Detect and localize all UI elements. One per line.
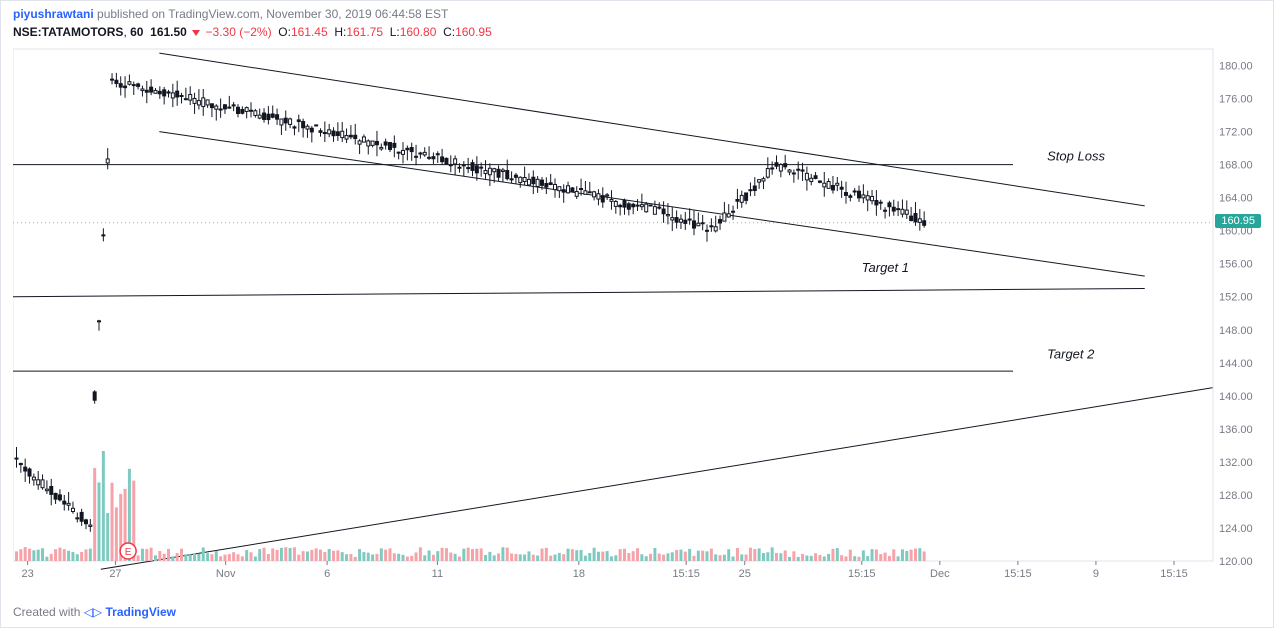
chart-area[interactable]: 120.00 124.00 128.00 132.00 136.00 140.00 144.… [13, 45, 1261, 583]
change: −3.30 [206, 25, 236, 39]
svg-text:23: 23 [22, 568, 34, 580]
tradingview-icon: ◁▷ [84, 605, 106, 619]
svg-text:15:15: 15:15 [848, 568, 876, 580]
chart-svg: 120.00 124.00 128.00 132.00 136.00 140.00 144.… [13, 45, 1261, 583]
change-pct: (−2%) [239, 25, 271, 39]
svg-text:176.00: 176.00 [1219, 94, 1253, 106]
svg-text:120.00: 120.00 [1219, 556, 1253, 568]
l-label: L: [390, 25, 400, 39]
svg-text:164.00: 164.00 [1219, 193, 1253, 205]
svg-text:E: E [125, 547, 132, 558]
svg-text:15:15: 15:15 [672, 568, 700, 580]
svg-text:27: 27 [109, 568, 121, 580]
svg-text:148.00: 148.00 [1219, 325, 1253, 337]
svg-text:25: 25 [739, 568, 751, 580]
svg-text:152.00: 152.00 [1219, 292, 1253, 304]
h-label: H: [334, 25, 346, 39]
c-label: C: [443, 25, 455, 39]
ohlc-bar: NSE:TATAMOTORS, 60 161.50 −3.30 (−2%) O:… [13, 25, 492, 39]
svg-text:15:15: 15:15 [1160, 568, 1188, 580]
svg-text:124.00: 124.00 [1219, 523, 1253, 535]
svg-text:168.00: 168.00 [1219, 160, 1253, 172]
publish-info: published on TradingView.com, November 3… [94, 7, 449, 21]
svg-text:156.00: 156.00 [1219, 259, 1253, 271]
last-price: 161.50 [150, 25, 187, 39]
svg-text:15:15: 15:15 [1004, 568, 1032, 580]
tradingview-link[interactable]: TradingView [106, 605, 176, 619]
o-value: 161.45 [291, 25, 328, 39]
svg-text:Dec: Dec [930, 568, 950, 580]
svg-text:172.00: 172.00 [1219, 127, 1253, 139]
svg-text:140.00: 140.00 [1219, 391, 1253, 403]
chart-container: piyushrawtani published on TradingView.c… [0, 0, 1274, 628]
svg-text:6: 6 [324, 568, 330, 580]
down-arrow-icon [192, 30, 200, 36]
svg-text:Target 1: Target 1 [862, 260, 909, 275]
symbol[interactable]: NSE:TATAMOTORS [13, 25, 123, 39]
svg-text:136.00: 136.00 [1219, 424, 1253, 436]
svg-text:18: 18 [573, 568, 585, 580]
svg-text:9: 9 [1093, 568, 1099, 580]
created-with: Created with [13, 605, 84, 619]
svg-text:132.00: 132.00 [1219, 457, 1253, 469]
publish-line: piyushrawtani published on TradingView.c… [13, 7, 448, 21]
svg-text:11: 11 [432, 568, 443, 580]
svg-text:Target 2: Target 2 [1047, 347, 1095, 362]
o-label: O: [278, 25, 291, 39]
c-value: 160.95 [455, 25, 492, 39]
interval: 60 [130, 25, 143, 39]
svg-text:180.00: 180.00 [1219, 61, 1253, 73]
author-link[interactable]: piyushrawtani [13, 7, 94, 21]
h-value: 161.75 [346, 25, 383, 39]
svg-text:Stop Loss: Stop Loss [1047, 148, 1105, 163]
l-value: 160.80 [400, 25, 437, 39]
current-price-flag: 160.95 [1215, 214, 1261, 228]
svg-text:128.00: 128.00 [1219, 490, 1253, 502]
svg-text:144.00: 144.00 [1219, 358, 1253, 370]
svg-text:Nov: Nov [216, 568, 236, 580]
footer: Created with ◁▷ TradingView [13, 605, 176, 619]
